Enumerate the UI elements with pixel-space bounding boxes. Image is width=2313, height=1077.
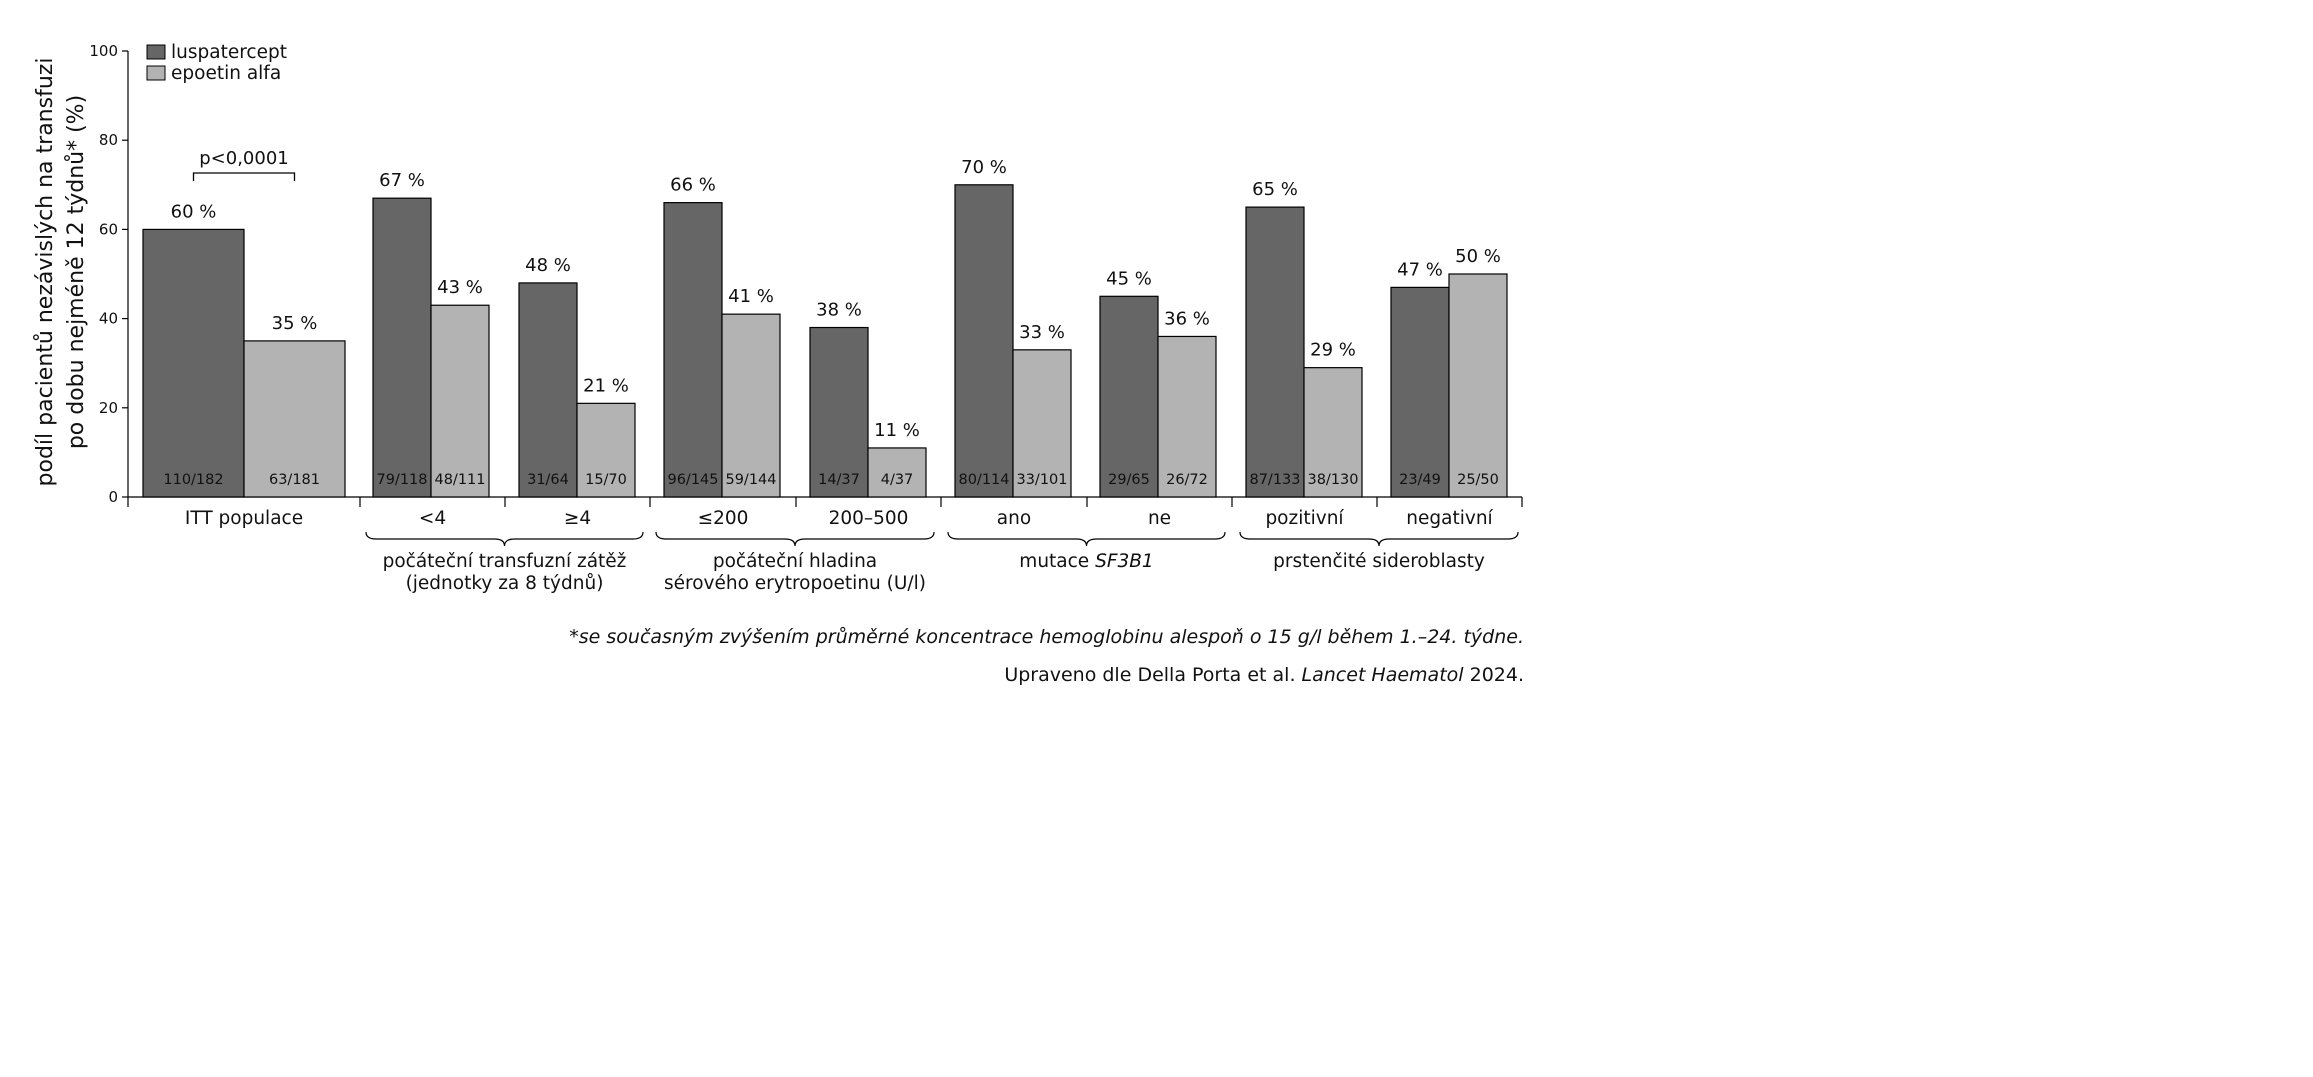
data-label: 43 %	[437, 277, 483, 298]
data-label: 45 %	[1106, 268, 1152, 289]
data-label: 67 %	[379, 170, 425, 191]
count-label: 63/181	[269, 472, 320, 488]
category-label: negativní	[1406, 508, 1493, 529]
group-label: (jednotky za 8 týdnů)	[406, 573, 604, 594]
source-suffix: 2024.	[1463, 664, 1524, 686]
y-tick-label: 20	[99, 399, 118, 417]
group-label-gene: SF3B1	[1095, 551, 1154, 572]
group-brace	[655, 531, 935, 547]
data-label: 60 %	[171, 201, 217, 222]
count-label: 38/130	[1307, 472, 1358, 488]
bar-luspatercept	[809, 326, 869, 498]
category-label: <4	[419, 508, 446, 529]
data-label: 48 %	[525, 255, 571, 276]
data-label: 47 %	[1397, 259, 1443, 280]
data-label: 33 %	[1019, 322, 1065, 343]
count-label: 29/65	[1108, 472, 1150, 488]
data-label: 38 %	[816, 300, 862, 321]
bar-chart: 0 20 40 60 80 100 podíl pacientů nezávislých n…	[33, 42, 1523, 594]
bar-epoetin-alfa	[430, 304, 490, 498]
y-tick-label: 0	[108, 488, 118, 506]
group-label-prefix: mutace	[1019, 551, 1095, 572]
bar-epoetin-alfa	[1303, 367, 1363, 498]
data-label: 50 %	[1455, 246, 1501, 267]
bar-epoetin-alfa	[1012, 349, 1072, 498]
group-brace	[365, 531, 644, 547]
group-label: počáteční hladina	[713, 551, 877, 572]
count-label: 80/114	[958, 472, 1009, 488]
count-label: 25/50	[1457, 472, 1499, 488]
group-label: mutace SF3B1	[1019, 551, 1153, 572]
count-label: 4/37	[881, 472, 914, 488]
bar-luspatercept	[518, 282, 578, 498]
count-label: 79/118	[376, 472, 427, 488]
count-label: 14/37	[818, 472, 860, 488]
count-label: 26/72	[1166, 472, 1208, 488]
count-label: 59/144	[725, 472, 776, 488]
data-label: 29 %	[1310, 340, 1356, 361]
bar-luspatercept	[954, 184, 1014, 498]
data-label: 41 %	[728, 286, 774, 307]
y-tick-label: 40	[99, 310, 118, 328]
data-label: 36 %	[1164, 308, 1210, 329]
group-brace	[947, 531, 1226, 547]
count-label: 87/133	[1249, 472, 1300, 488]
category-label: ne	[1148, 508, 1171, 529]
bar-luspatercept	[1099, 295, 1159, 498]
count-label: 96/145	[667, 472, 718, 488]
category-label: pozitivní	[1265, 508, 1344, 529]
count-label: 31/64	[527, 472, 569, 488]
bar-epoetin-alfa	[576, 402, 636, 498]
category-label: ≥4	[564, 508, 591, 529]
legend-label: luspatercept	[171, 42, 287, 63]
source-prefix: Upraveno dle Della Porta et al.	[1004, 664, 1302, 686]
bar-epoetin-alfa	[721, 313, 781, 498]
group-label: prstenčité sideroblasty	[1273, 551, 1485, 572]
count-label: 23/49	[1399, 472, 1441, 488]
count-label: 110/182	[163, 472, 223, 488]
data-label: 11 %	[874, 420, 920, 441]
data-label: 21 %	[583, 375, 629, 396]
bar-epoetin-alfa	[1448, 273, 1508, 498]
group-brace	[1239, 531, 1519, 547]
footnote-source: Upraveno dle Della Porta et al. Lancet H…	[1004, 664, 1524, 686]
legend-swatch	[146, 65, 166, 81]
p-value-bracket	[192, 172, 296, 181]
y-tick-label: 100	[89, 42, 118, 60]
y-axis-label: po dobu nejméně 12 týdnů* (%)	[64, 95, 89, 449]
y-tick-label: 80	[99, 131, 118, 149]
y-tick-label: 60	[99, 220, 118, 238]
category-label: ≤200	[698, 508, 749, 529]
category-label: 200–500	[829, 508, 909, 529]
bar-epoetin-alfa	[867, 447, 927, 498]
bar-epoetin-alfa	[1157, 335, 1217, 498]
count-label: 15/70	[585, 472, 627, 488]
source-journal: Lancet Haematol	[1301, 664, 1464, 686]
group-label: počáteční transfuzní zátěž	[383, 551, 627, 572]
group-label: sérového erytropoetinu (U/l)	[664, 573, 926, 594]
data-label: 35 %	[272, 313, 318, 334]
bar-luspatercept	[1245, 206, 1305, 498]
legend-label: epoetin alfa	[171, 63, 281, 84]
data-label: 70 %	[961, 157, 1007, 178]
count-label: 48/111	[434, 472, 485, 488]
y-axis-label: podíl pacientů nezávislých na transfuzi	[33, 58, 58, 487]
bar-epoetin-alfa	[243, 340, 346, 498]
category-label: ano	[997, 508, 1031, 529]
bar-luspatercept	[1390, 286, 1450, 498]
bar-luspatercept	[142, 228, 245, 498]
count-label: 33/101	[1016, 472, 1067, 488]
footnote-definition: *se současným zvýšením průměrné koncentr…	[569, 626, 1524, 648]
bar-luspatercept	[663, 202, 723, 498]
legend-swatch	[146, 44, 166, 60]
p-value-label: p<0,0001	[199, 148, 289, 169]
category-label: ITT populace	[185, 508, 303, 529]
bar-luspatercept	[372, 197, 432, 498]
data-label: 65 %	[1252, 179, 1298, 200]
data-label: 66 %	[670, 175, 716, 196]
